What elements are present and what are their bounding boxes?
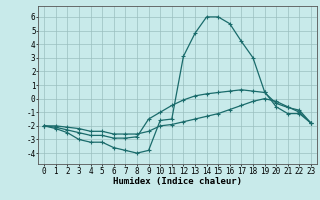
X-axis label: Humidex (Indice chaleur): Humidex (Indice chaleur)	[113, 177, 242, 186]
